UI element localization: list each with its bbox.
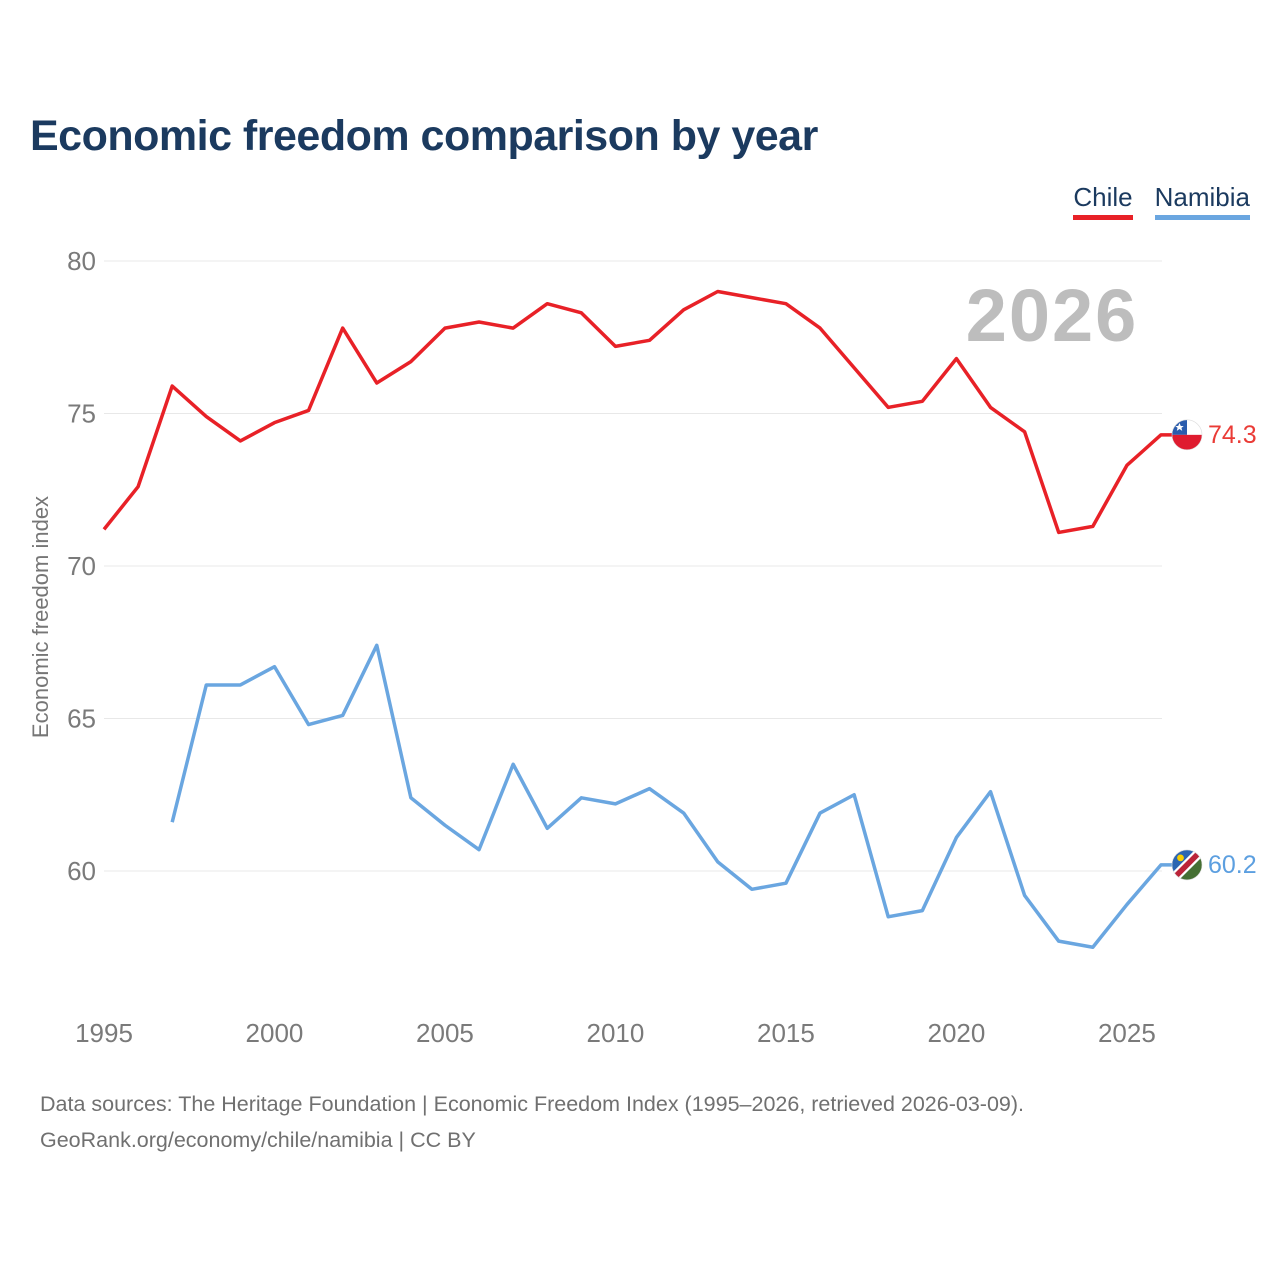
namibia-line-series[interactable]	[170, 643, 1172, 949]
namibia-flag-icon	[1171, 849, 1203, 881]
svg-text:70: 70	[67, 551, 96, 581]
svg-text:2020: 2020	[927, 1018, 985, 1048]
chile-flag-icon	[1171, 419, 1203, 451]
svg-text:2010: 2010	[587, 1018, 645, 1048]
svg-text:65: 65	[67, 704, 96, 734]
footer: Data sources: The Heritage Foundation | …	[40, 1086, 1024, 1158]
chile-end-value: 74.3	[1208, 421, 1257, 449]
svg-text:80: 80	[67, 246, 96, 276]
legend-label-namibia: Namibia	[1154, 182, 1250, 212]
svg-text:75: 75	[67, 399, 96, 429]
footer-attribution-line: GeoRank.org/economy/chile/namibia | CC B…	[40, 1128, 476, 1152]
svg-text:2005: 2005	[416, 1018, 474, 1048]
svg-text:2015: 2015	[757, 1018, 815, 1048]
svg-text:1995: 1995	[75, 1018, 133, 1048]
legend: Chile Namibia	[1073, 183, 1250, 220]
svg-text:2025: 2025	[1098, 1018, 1156, 1048]
svg-text:2000: 2000	[246, 1018, 304, 1048]
y-axis-label: Economic freedom index	[28, 496, 53, 738]
namibia-flag-sun	[1177, 854, 1184, 862]
svg-text:60: 60	[67, 856, 96, 886]
chile-flag-star	[1175, 422, 1184, 431]
chile-line-series[interactable]	[102, 289, 1172, 535]
y-axis-tick-labels: 80 75 70 65 60	[67, 246, 96, 886]
page-title: Economic freedom comparison by year	[30, 112, 818, 160]
x-axis-tick-labels: 1995 2000 2005 2010 2015 2020 2025	[75, 1018, 1156, 1048]
namibia-end-value: 60.2	[1208, 851, 1257, 879]
footer-sources-line: Data sources: The Heritage Foundation | …	[40, 1092, 1025, 1116]
watermark-year: 2026	[966, 274, 1139, 357]
gridlines	[104, 260, 1162, 872]
legend-label-chile: Chile	[1073, 182, 1133, 212]
legend-item-namibia[interactable]: Namibia	[1154, 182, 1250, 220]
legend-item-chile[interactable]: Chile	[1073, 182, 1133, 220]
